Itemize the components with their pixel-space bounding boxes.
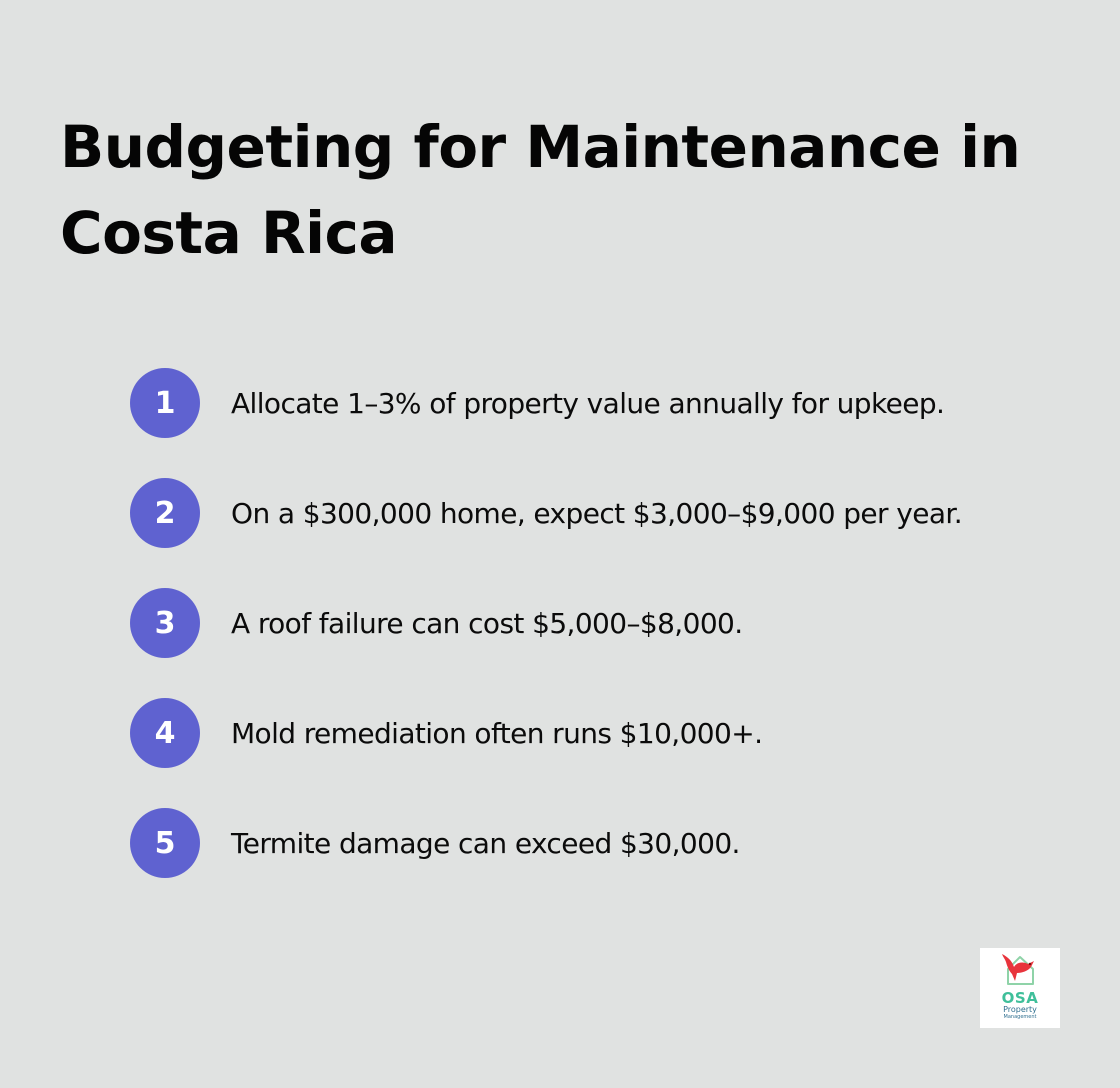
number-badge: 3 — [130, 588, 200, 658]
number-badge: 5 — [130, 808, 200, 878]
list-item-text: Allocate 1–3% of property value annually… — [231, 386, 945, 420]
list-item-text: A roof failure can cost $5,000–$8,000. — [231, 606, 743, 640]
number-badge: 2 — [130, 478, 200, 548]
list-item: 2 On a $300,000 home, expect $3,000–$9,0… — [130, 478, 963, 548]
company-logo: OSA Property Management — [980, 948, 1060, 1028]
logo-brand: OSA — [1001, 989, 1039, 1007]
maintenance-cost-list: 1 Allocate 1–3% of property value annual… — [130, 368, 963, 918]
list-item-text: Mold remediation often runs $10,000+. — [231, 716, 763, 750]
number-badge: 4 — [130, 698, 200, 768]
list-item: 5 Termite damage can exceed $30,000. — [130, 808, 962, 878]
page-title: Budgeting for Maintenance in Costa Rica — [60, 113, 1021, 267]
list-item: 3 A roof failure can cost $5,000–$8,000. — [130, 588, 962, 658]
logo-line2: Management — [1003, 1014, 1037, 1020]
logo-line1: Property — [1003, 1005, 1037, 1014]
list-item-text: Termite damage can exceed $30,000. — [231, 826, 740, 860]
list-item: 4 Mold remediation often runs $10,000+. — [130, 698, 962, 768]
number-badge: 1 — [130, 368, 200, 438]
list-item: 1 Allocate 1–3% of property value annual… — [130, 368, 962, 438]
parrot-house-icon — [1002, 954, 1034, 985]
list-item-text: On a $300,000 home, expect $3,000–$9,000… — [231, 496, 963, 530]
